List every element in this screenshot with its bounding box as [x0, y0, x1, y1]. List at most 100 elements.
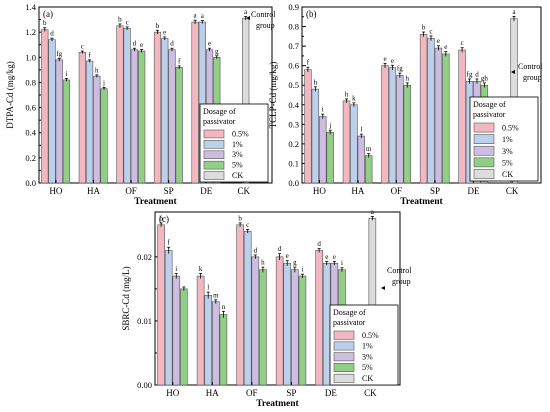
bar-sp-1pct — [161, 38, 169, 184]
legend-entry: 0.5% — [502, 124, 519, 133]
legend-title: passivator — [203, 117, 236, 126]
bar-of-5pct — [259, 269, 267, 386]
legend-swatch — [203, 129, 225, 139]
legend-entry: 0.5% — [232, 129, 249, 138]
control-arrow-head — [246, 16, 250, 20]
significance-letter: fg — [467, 70, 473, 78]
significance-letter: g — [293, 259, 297, 267]
significance-letter: a — [194, 12, 198, 20]
y-tick-label: 1.2 — [25, 27, 36, 37]
y-tick-label: 0.6 — [288, 61, 299, 71]
y-tick-label: 0.6 — [25, 103, 36, 113]
significance-letter: h — [406, 74, 410, 82]
significance-letter: d — [50, 30, 54, 38]
x-tick-label: CK — [238, 186, 251, 196]
bar-sp-0_5pct — [153, 31, 162, 184]
significance-letter: e — [391, 57, 394, 65]
bar-ho-5pct — [326, 131, 334, 184]
significance-letter: e — [208, 40, 211, 48]
control-group-label: group — [523, 73, 542, 82]
legend-entry: 3% — [232, 150, 243, 159]
bar-sp-3pct — [168, 49, 176, 184]
control-arrow-head — [381, 286, 385, 290]
legend-title: Dosage of — [473, 100, 506, 109]
significance-letter: b — [238, 214, 242, 222]
bar-ho-1pct — [164, 250, 173, 386]
significance-letter: b — [159, 214, 163, 222]
bar-ha-5pct — [219, 314, 228, 386]
bar-sp-0_5pct — [275, 256, 284, 386]
legend-title: Dosage of — [333, 308, 366, 317]
bar-ha-0_5pct — [196, 275, 205, 386]
y-tick-label: 0.2 — [25, 153, 36, 163]
significance-letter: b — [156, 22, 160, 30]
bar-ho-3pct — [319, 116, 327, 184]
legend-title: passivator — [333, 318, 366, 327]
bar-ho-1pct — [311, 88, 320, 184]
bar-ha-3pct — [357, 135, 366, 184]
significance-letter: b — [43, 19, 47, 27]
significance-letter: d — [133, 40, 137, 48]
y-tick-label: 0.0 — [25, 178, 36, 188]
bar-of-1pct — [123, 28, 131, 184]
legend-entry: 1% — [362, 342, 373, 351]
significance-letter: c — [246, 221, 249, 229]
legend-entry: CK — [502, 170, 513, 179]
significance-letter: a — [371, 208, 375, 216]
legend-swatch — [473, 157, 495, 168]
x-axis-label: Treatment — [400, 197, 443, 207]
significance-letter: e — [383, 55, 386, 63]
bar-of-3pct — [251, 256, 260, 386]
bar-of-5pct — [403, 84, 411, 184]
y-tick-label: 0.00 — [137, 380, 152, 390]
bar-de-0_5pct — [191, 21, 199, 184]
bar-sp-3pct — [291, 269, 299, 386]
y-axis-label: TCLP-Cd (mg/kg) — [268, 62, 278, 129]
x-tick-label: HO — [313, 186, 326, 196]
significance-letter: k — [352, 94, 356, 102]
legend-swatch — [333, 363, 355, 372]
x-tick-label: OF — [125, 186, 137, 196]
y-tick-label: 0.3 — [288, 119, 299, 129]
significance-letter: k — [199, 265, 203, 273]
y-tick-label: 0.0 — [288, 178, 299, 188]
bar-sp-5pct — [175, 67, 183, 184]
significance-letter: d — [254, 246, 258, 254]
significance-letter: c — [126, 18, 129, 26]
x-tick-label: DE — [200, 186, 212, 196]
control-group-label: group — [256, 21, 275, 30]
bar-ho-1pct — [48, 39, 56, 184]
y-tick-label: 0.9 — [288, 2, 299, 12]
legend-swatch — [473, 145, 495, 156]
bar-of-5pct — [137, 50, 146, 184]
control-arrow-head — [511, 70, 515, 74]
x-axis-label: Treatment — [134, 197, 177, 207]
significance-letter: e — [163, 28, 166, 36]
bar-ho-0_5pct — [41, 29, 49, 184]
legend-swatch — [333, 330, 355, 340]
control-group-label: Control — [518, 62, 543, 71]
significance-letter: m — [366, 145, 372, 153]
x-tick-label: DE — [325, 388, 337, 398]
legend-entry: CK — [362, 374, 373, 383]
significance-letter: h — [95, 66, 99, 74]
significance-letter: i — [341, 259, 343, 267]
significance-letter: fg — [56, 50, 62, 58]
bar-sp-1pct — [283, 262, 292, 386]
x-tick-label: OF — [391, 186, 403, 196]
significance-letter: a — [201, 12, 205, 20]
significance-letter: a — [512, 8, 516, 16]
x-tick-label: OF — [246, 388, 258, 398]
significance-letter: e — [140, 41, 143, 49]
y-tick-label: 0.02 — [137, 252, 152, 262]
significance-letter: n — [222, 303, 226, 311]
x-tick-label: SP — [430, 186, 440, 196]
legend-swatch — [473, 134, 495, 145]
bar-sp-5pct — [298, 275, 307, 386]
legend-swatch — [203, 140, 225, 149]
bar-of-3pct — [396, 75, 404, 184]
bar-ho-3pct — [55, 59, 63, 184]
panel-label: (b) — [306, 9, 317, 19]
